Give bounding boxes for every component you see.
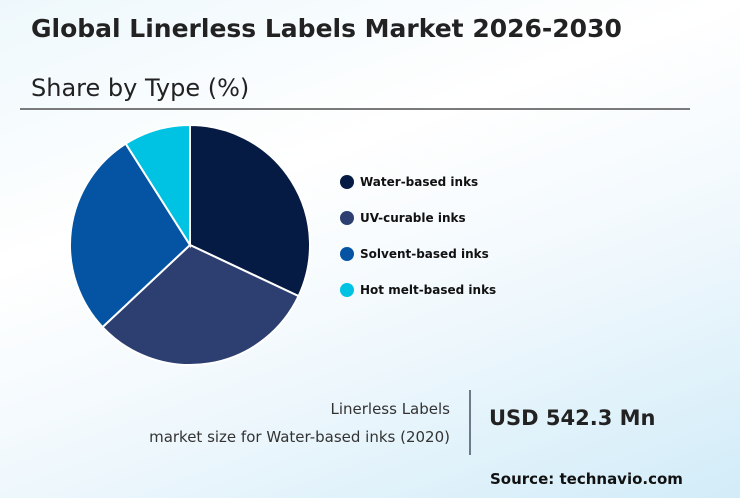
pie-slice-uv-curable-inks	[101, 243, 300, 366]
chart-title: Global Linerless Labels Market 2026-2030	[31, 14, 622, 43]
chart-subtitle: Share by Type (%)	[31, 74, 250, 102]
pie-slice-water-based-inks	[189, 123, 311, 298]
legend-item-solvent-based: Solvent-based inks	[340, 245, 496, 263]
legend-label: Solvent-based inks	[360, 247, 489, 261]
pie-chart	[69, 123, 311, 366]
stat-label-line2: market size for Water-based inks (2020)	[149, 428, 450, 446]
legend-item-hot-melt: Hot melt-based inks	[340, 281, 496, 299]
legend-label: Hot melt-based inks	[360, 283, 497, 297]
legend-label: Water-based inks	[360, 175, 479, 189]
source-credit: Source: technavio.com	[490, 470, 683, 488]
pie-slice-hot-melt-based-inks	[124, 123, 191, 249]
legend-item-water-based: Water-based inks	[340, 173, 496, 191]
legend-dot-icon	[340, 211, 354, 225]
title-divider	[20, 108, 690, 110]
stat-label-line1: Linerless Labels	[330, 400, 450, 418]
legend: Water-based inks UV-curable inks Solvent…	[340, 173, 496, 317]
legend-dot-icon	[340, 247, 354, 261]
legend-item-uv-curable: UV-curable inks	[340, 209, 496, 227]
legend-dot-icon	[340, 175, 354, 189]
stat-value: USD 542.3 Mn	[489, 406, 656, 430]
legend-dot-icon	[340, 283, 354, 297]
pie-slice-solvent-based-inks	[69, 142, 192, 329]
legend-label: UV-curable inks	[360, 211, 466, 225]
stat-divider	[469, 390, 471, 455]
